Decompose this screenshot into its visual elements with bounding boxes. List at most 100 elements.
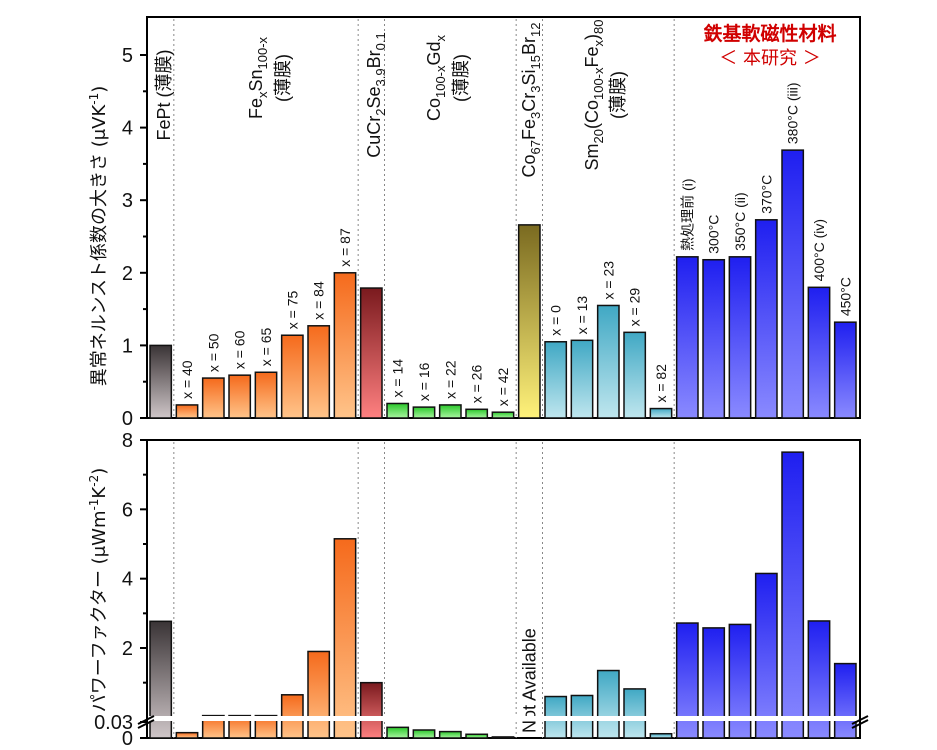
- bar-label: x = 87: [337, 228, 353, 267]
- top-bar: [570, 339, 594, 419]
- bottom-bar: [175, 731, 199, 739]
- top-bar: [333, 272, 357, 419]
- group-label-fesn-film: (薄膜): [273, 54, 293, 102]
- bar-label: 380°C (iii): [785, 82, 801, 144]
- y-tick-label: 3: [122, 190, 133, 212]
- top-bar: [702, 258, 726, 419]
- top-panel: 0 1 2 3 4 5 異常ネルンスト係数の大きさ (μVK-1) x = 40 x = 50 x…: [87, 16, 861, 430]
- bar-label: x = 60: [232, 330, 248, 369]
- top-bar: [833, 321, 857, 419]
- top-bar: [175, 404, 199, 419]
- bottom-bar: [333, 538, 357, 739]
- y-tick-label: 0.03: [94, 712, 133, 734]
- bar-label: x = 50: [205, 333, 221, 372]
- top-y-axis-title: 異常ネルンスト係数の大きさ (μVK-1): [87, 86, 110, 387]
- bottom-bar: [359, 681, 383, 739]
- not-available-label: Not Available: [519, 628, 539, 733]
- group-label-smcofe-film: (薄膜): [608, 71, 628, 119]
- bar-label: x = 26: [469, 365, 485, 404]
- group-label-fept: FePt (薄膜): [154, 49, 174, 140]
- y-tick-label: 2: [122, 638, 133, 660]
- top-bar: [280, 334, 304, 419]
- bottom-bar: [728, 623, 752, 739]
- y-tick-label: 2: [122, 263, 133, 285]
- bar-label: 450°C: [837, 277, 853, 316]
- bar-label: 370°C: [758, 175, 774, 214]
- top-bar: [201, 377, 225, 419]
- bar-label: x = 84: [311, 281, 327, 320]
- bottom-y-axis-title: パワーファクター (μWm-1K-2): [87, 468, 110, 713]
- group-label-cogd: Co100-xGdx: [424, 34, 448, 121]
- top-bar: [754, 219, 778, 419]
- top-bar: [412, 406, 436, 419]
- group-label-fesn: FexSn100-x: [246, 36, 270, 119]
- group-label-cogd-film: (薄膜): [451, 54, 471, 102]
- top-bar: [465, 408, 489, 419]
- bottom-bar: [307, 650, 331, 739]
- bar-label: 300°C: [706, 215, 722, 254]
- top-bar: [781, 149, 805, 419]
- bar-label: x = 42: [495, 367, 511, 406]
- top-bar: [517, 224, 541, 419]
- bottom-plot-frame: [146, 439, 861, 739]
- group-label-cucrse: CuCr2Se3.9Br0.1: [364, 32, 388, 157]
- bar-label: x = 75: [284, 290, 300, 329]
- bottom-bar: [201, 714, 225, 739]
- bottom-bar: [438, 730, 462, 739]
- bar-label: x = 22: [442, 360, 458, 399]
- bar-label: x = 16: [416, 362, 432, 401]
- bar-label: x = 82: [653, 364, 669, 403]
- group-label-smcofe: Sm20(Co100-xFex)80: [582, 20, 606, 171]
- top-bar: [491, 411, 515, 419]
- bar-label: x = 14: [390, 359, 406, 398]
- y-tick-label: 0: [122, 728, 133, 750]
- axis-break-mark: [851, 715, 869, 725]
- y-tick-label: 0: [122, 408, 133, 430]
- y-tick-label: 8: [122, 430, 133, 452]
- bottom-bar: [491, 736, 515, 739]
- bottom-bar: [702, 627, 726, 739]
- bottom-bar: [675, 622, 699, 739]
- bar-label: x = 0: [548, 305, 564, 336]
- bottom-bar: [623, 688, 647, 739]
- top-bar: [728, 256, 752, 419]
- top-bar: [359, 287, 383, 419]
- bottom-bar: [228, 714, 252, 739]
- axis-break-band: [148, 716, 859, 721]
- top-bar: [544, 341, 568, 419]
- bottom-bar: [465, 733, 489, 739]
- bottom-bar: [649, 732, 673, 739]
- top-bar: [675, 256, 699, 419]
- top-bar: [807, 286, 831, 419]
- group-label-cofecrsib: Co67Fe3Cr3Si15Br12: [519, 23, 543, 178]
- top-bar: [438, 404, 462, 419]
- bar-label: x = 23: [600, 261, 616, 300]
- bottom-bar: [754, 572, 778, 739]
- y-tick-label: 4: [122, 569, 133, 591]
- y-tick-label: 5: [122, 45, 133, 67]
- bottom-bar: [149, 620, 173, 739]
- bottom-panel: 00.03 2 4 6 8 パワーファクター (μWm-1K-2) Not Availabl…: [87, 430, 869, 750]
- bar-label: x = 29: [627, 288, 643, 327]
- top-bar: [254, 371, 278, 419]
- bar-label: 350°C (ii): [732, 192, 748, 251]
- bottom-bar: [807, 620, 831, 739]
- top-bar: [149, 344, 173, 419]
- y-tick-label: 4: [122, 118, 133, 140]
- top-bar: [623, 331, 647, 419]
- bar-label: 熱処理前 (i): [679, 178, 695, 250]
- bar-label: x = 13: [574, 296, 590, 335]
- axis-break-mark: [851, 719, 869, 729]
- y-tick-label: 1: [122, 335, 133, 357]
- top-bar: [307, 325, 331, 419]
- bottom-bar: [254, 714, 278, 739]
- top-bar: [649, 407, 673, 419]
- bottom-bar: [596, 669, 620, 739]
- bottom-bar: [781, 451, 805, 739]
- top-bar: [596, 304, 620, 419]
- y-tick-label: 6: [122, 499, 133, 521]
- top-bar: [386, 402, 410, 419]
- highlight-title: 鉄基軟磁性材料: [703, 22, 836, 45]
- bottom-bar: [412, 729, 436, 739]
